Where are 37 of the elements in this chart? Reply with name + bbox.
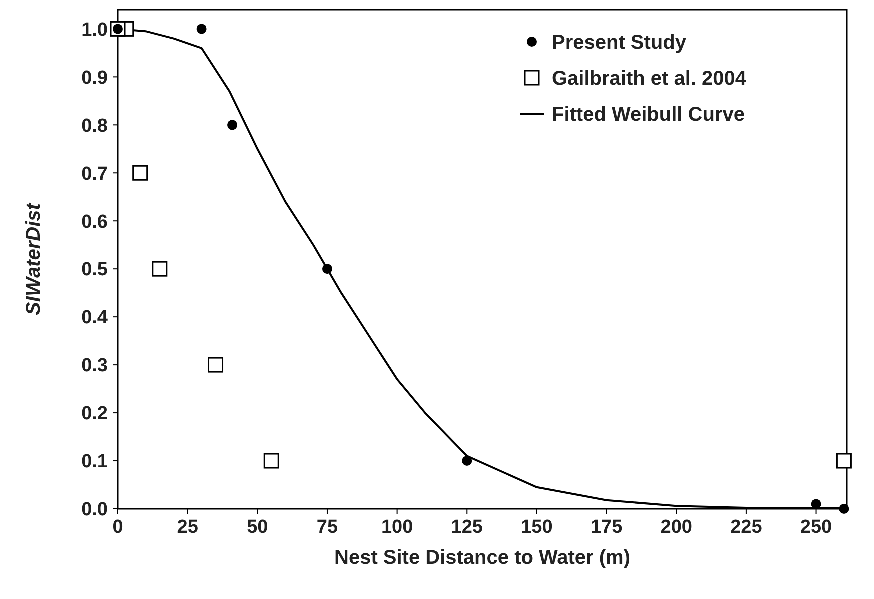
x-tick-label: 150 [521, 517, 553, 538]
y-tick-label: 1.0 [82, 20, 108, 41]
point [264, 453, 280, 469]
x-tick-label: 250 [800, 517, 832, 538]
point [208, 357, 224, 373]
x-tick-label: 125 [451, 517, 484, 538]
y-tick-label: 0.0 [82, 500, 108, 521]
point [228, 120, 238, 130]
x-tick-label: 200 [660, 517, 692, 538]
point [152, 261, 168, 277]
y-tick-label: 0.5 [82, 260, 108, 281]
point [462, 456, 472, 466]
y-tick-label: 0.9 [82, 68, 108, 89]
y-tick-label: 0.6 [82, 212, 108, 233]
legend-label: Gailbraith et al. 2004 [552, 68, 748, 90]
y-tick-label: 0.3 [82, 356, 108, 377]
y-tick-label: 0.2 [82, 404, 108, 425]
y-axis-title: SIWaterDist [23, 202, 45, 316]
x-axis-title: Nest Site Distance to Water (m) [334, 547, 630, 569]
y-tick-label: 0.1 [82, 452, 108, 473]
legend-label: Fitted Weibull Curve [552, 104, 745, 126]
point [322, 264, 332, 274]
x-tick-label: 175 [590, 517, 624, 538]
point [839, 504, 850, 514]
x-tick-label: 225 [730, 517, 763, 538]
x-tick-label: 50 [247, 517, 268, 538]
x-tick-label: 25 [177, 517, 199, 538]
legend-label: Present Study [552, 32, 688, 54]
point [196, 24, 207, 34]
x-tick-label: 0 [112, 517, 124, 538]
point [132, 165, 148, 181]
y-tick-label: 0.4 [82, 308, 108, 329]
x-tick-label: 75 [316, 517, 338, 538]
y-tick-label: 0.8 [82, 116, 108, 137]
x-tick-label: 100 [381, 517, 414, 538]
point [836, 453, 852, 469]
y-tick-label: 0.7 [82, 164, 108, 185]
